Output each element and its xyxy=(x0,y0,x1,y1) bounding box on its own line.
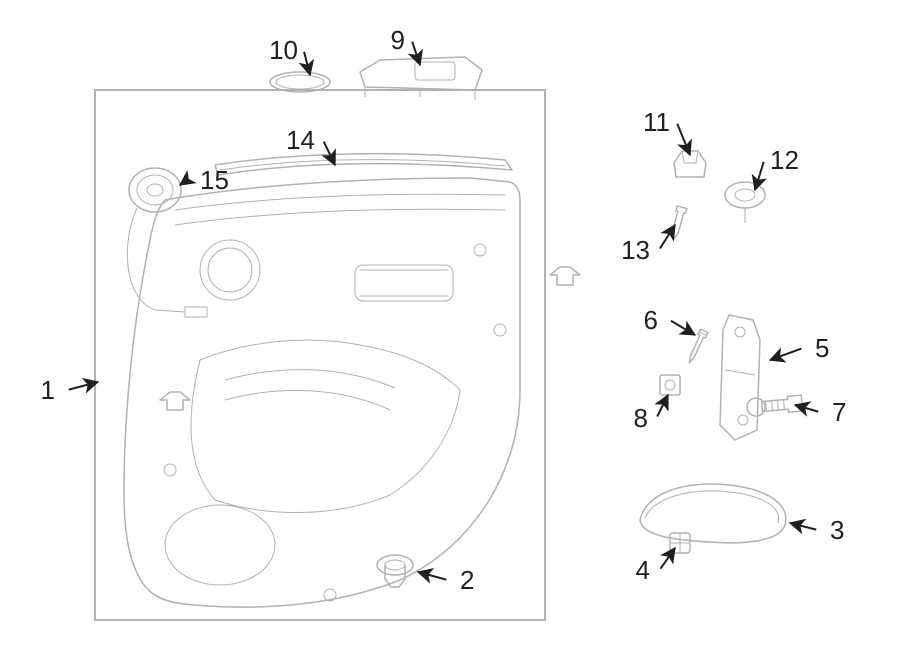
leader-2 xyxy=(418,572,446,580)
belt-weatherstrip xyxy=(215,154,512,175)
callout-label-3: 3 xyxy=(830,515,844,545)
hole-cover-cap xyxy=(270,72,330,92)
callout-label-15: 15 xyxy=(200,165,229,195)
callout-label-13: 13 xyxy=(621,235,650,265)
door-trim-panel xyxy=(124,178,580,607)
leader-9 xyxy=(412,42,420,65)
leader-5 xyxy=(770,349,801,360)
callout-label-14: 14 xyxy=(286,125,315,155)
leader-7 xyxy=(795,405,818,412)
leader-15 xyxy=(180,180,186,185)
callout-label-9: 9 xyxy=(391,25,405,55)
callout-label-4: 4 xyxy=(636,555,650,585)
callout-label-12: 12 xyxy=(770,145,799,175)
bracket-screw xyxy=(686,329,708,364)
lock-knob-bezel xyxy=(725,182,765,223)
leader-14 xyxy=(324,142,335,165)
armrest xyxy=(640,484,786,543)
callout-label-8: 8 xyxy=(634,403,648,433)
callout-label-1: 1 xyxy=(41,375,55,405)
leader-4 xyxy=(661,548,675,569)
callout-label-11: 11 xyxy=(643,107,670,137)
pull-handle-bracket xyxy=(720,315,760,440)
bezel-screw xyxy=(669,206,687,240)
callout-label-5: 5 xyxy=(815,333,829,363)
callout-label-10: 10 xyxy=(269,35,298,65)
panel-clip-left xyxy=(160,392,190,410)
callout-label-6: 6 xyxy=(644,305,658,335)
switch-bezel xyxy=(360,57,482,100)
leader-3 xyxy=(790,523,816,530)
leader-6 xyxy=(671,321,695,335)
bracket-retainer-nut xyxy=(660,375,680,395)
bracket-bolt xyxy=(746,394,802,417)
leader-1 xyxy=(69,382,98,390)
panel-clip-right xyxy=(550,267,580,285)
callout-label-7: 7 xyxy=(832,397,846,427)
callout-label-2: 2 xyxy=(460,565,474,595)
leader-8 xyxy=(657,395,668,416)
